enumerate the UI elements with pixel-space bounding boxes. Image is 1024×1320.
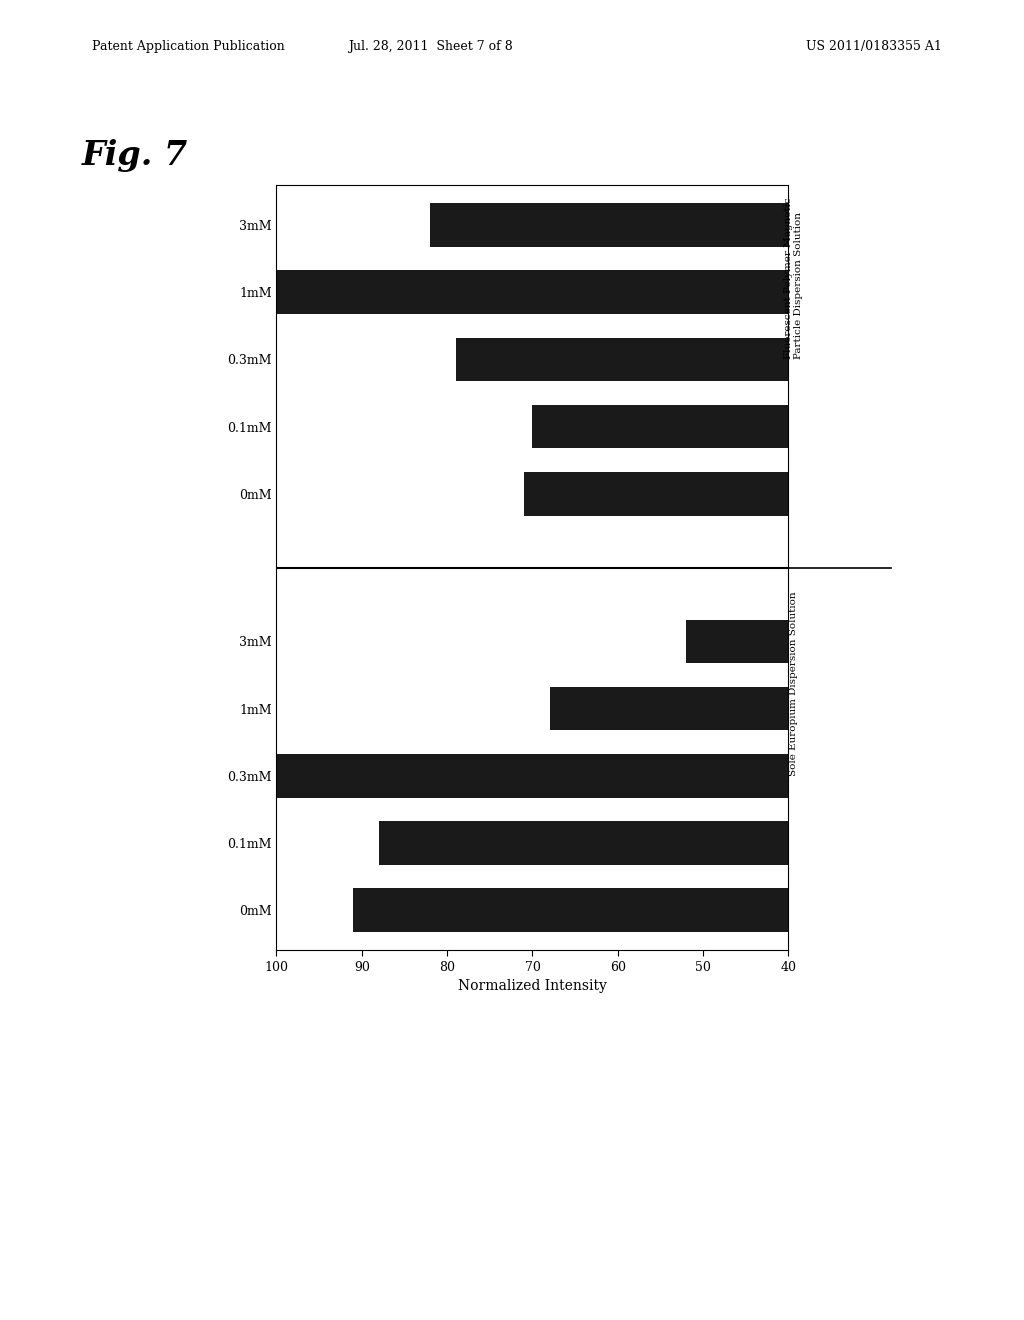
- Bar: [353, 888, 1024, 932]
- Bar: [276, 754, 1024, 797]
- Bar: [456, 338, 1024, 381]
- Text: Jul. 28, 2011  Sheet 7 of 8: Jul. 28, 2011 Sheet 7 of 8: [348, 40, 512, 53]
- Bar: [379, 821, 1024, 865]
- Bar: [550, 686, 1024, 730]
- Bar: [532, 405, 1024, 449]
- Text: Sole Europium Dispersion Solution: Sole Europium Dispersion Solution: [790, 591, 798, 776]
- Bar: [430, 203, 1024, 247]
- Bar: [276, 271, 1024, 314]
- Text: Fig. 7: Fig. 7: [82, 139, 188, 172]
- Bar: [524, 471, 1024, 516]
- Text: Fluorescent Polymer Magnetic
Particle Dispersion Solution: Fluorescent Polymer Magnetic Particle Di…: [784, 198, 803, 359]
- Text: Patent Application Publication: Patent Application Publication: [92, 40, 285, 53]
- X-axis label: Normalized Intensity: Normalized Intensity: [458, 979, 607, 994]
- Bar: [686, 619, 1024, 663]
- Text: US 2011/0183355 A1: US 2011/0183355 A1: [806, 40, 942, 53]
